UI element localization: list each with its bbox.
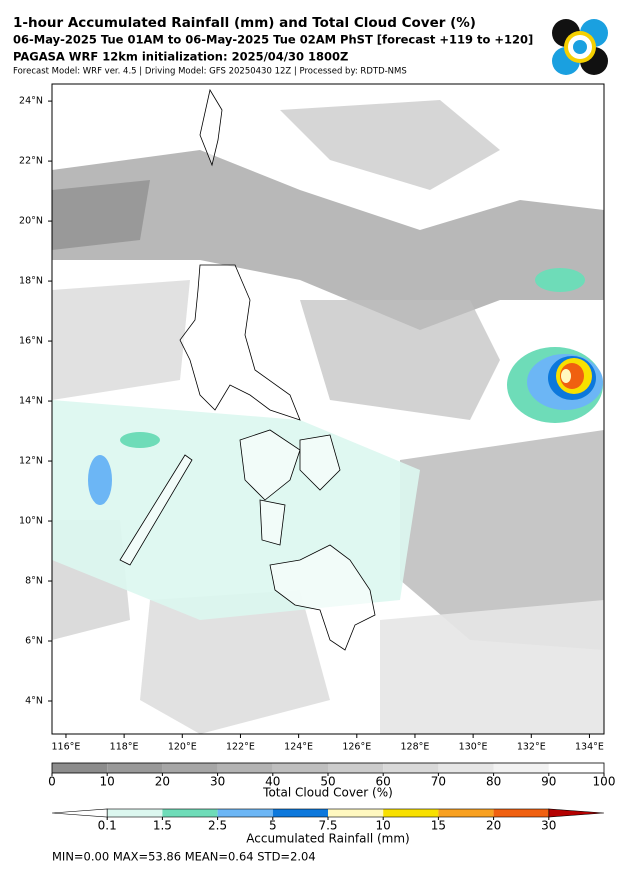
- rain-swatch: [162, 809, 218, 817]
- x-tick-label: 130°E: [459, 742, 488, 753]
- cloud-colorbar: 0 10 20 30 40 50 60 70 80 90 100: [48, 762, 616, 789]
- x-tick-label: 120°E: [168, 742, 197, 753]
- y-tick-label: 12°N: [19, 456, 43, 467]
- x-tick-label: 134°E: [575, 742, 604, 753]
- cloud-swatch: [52, 763, 108, 773]
- x-tick-label: 126°E: [342, 742, 371, 753]
- cloud-tick-label: 100: [593, 775, 616, 789]
- coastlines: [119, 88, 376, 651]
- map: [51, 83, 605, 735]
- cloud-tick-label: 60: [376, 775, 391, 789]
- title: 1-hour Accumulated Rainfall (mm) and Tot…: [13, 15, 476, 31]
- stats: MIN=0.00 MAX=53.86 MEAN=0.64 STD=2.04: [52, 850, 316, 864]
- y-tick-label: 16°N: [19, 336, 43, 347]
- model-line: Forecast Model: WRF ver. 4.5 | Driving M…: [13, 67, 407, 77]
- cloud-tick-label: 50: [320, 775, 335, 789]
- rain-tick-label: 20: [486, 819, 501, 833]
- x-tick-label: 122°E: [226, 742, 255, 753]
- rain-under: [51, 808, 108, 818]
- x-tick-label: 128°E: [401, 742, 430, 753]
- rain-tick-label: 5: [269, 819, 277, 833]
- rain-tick-label: 15: [431, 819, 446, 833]
- cloud-swatch: [272, 763, 328, 773]
- rain-colorbar: 0.1 1.5 2.5 5 7.5 10 15 20 30: [51, 808, 605, 833]
- cloud-swatch: [548, 763, 604, 773]
- cloud-swatch: [162, 763, 218, 773]
- x-tick-label: 132°E: [517, 742, 546, 753]
- y-tick-label: 14°N: [19, 396, 43, 407]
- x-tick-label: 116°E: [52, 742, 81, 753]
- y-tick-label: 20°N: [19, 216, 43, 227]
- y-tick-label: 22°N: [19, 156, 43, 167]
- cloud-tick-label: 90: [541, 775, 556, 789]
- x-tick-label: 124°E: [284, 742, 313, 753]
- cloud-swatch: [107, 763, 163, 773]
- rain-swatch: [272, 809, 328, 817]
- cloud-swatch: [328, 763, 384, 773]
- subtitle: 06-May-2025 Tue 01AM to 06-May-2025 Tue …: [13, 33, 533, 47]
- cloud-tick-label: 40: [265, 775, 280, 789]
- rain-label: Accumulated Rainfall (mm): [246, 832, 409, 846]
- cloud-swatch: [383, 763, 439, 773]
- cloud-field: [52, 100, 604, 734]
- cloud-tick-label: 70: [431, 775, 446, 789]
- cloud-swatch: [217, 763, 273, 773]
- y-tick-label: 4°N: [25, 696, 43, 707]
- rain-tick-label: 7.5: [318, 819, 337, 833]
- x-tick-label: 118°E: [110, 742, 139, 753]
- y-tick-label: 24°N: [19, 96, 43, 107]
- cloud-swatch: [493, 763, 549, 773]
- rain-tick-label: 1.5: [153, 819, 172, 833]
- logo: [552, 19, 608, 75]
- rain-swatch: [493, 809, 549, 817]
- cloud-swatch: [438, 763, 494, 773]
- y-tick-label: 8°N: [25, 576, 43, 587]
- y-tick-label: 6°N: [25, 636, 43, 647]
- cloud-tick-label: 30: [210, 775, 225, 789]
- cloud-tick-label: 0: [48, 775, 56, 789]
- rain-over: [548, 808, 605, 818]
- rain-tick-label: 2.5: [208, 819, 227, 833]
- rain-swatch: [217, 809, 273, 817]
- cloud-label: Total Cloud Cover (%): [262, 786, 393, 800]
- rain-tick-label: 0.1: [98, 819, 117, 833]
- cloud-tick-label: 10: [100, 775, 115, 789]
- rain-swatch: [438, 809, 494, 817]
- rain-swatch: [107, 809, 163, 817]
- y-tick-label: 10°N: [19, 516, 43, 527]
- rain-swatch: [328, 809, 384, 817]
- rain-tick-label: 30: [541, 819, 556, 833]
- init: PAGASA WRF 12km initialization: 2025/04/…: [13, 50, 348, 64]
- rain-tick-label: 10: [376, 819, 391, 833]
- y-tick-label: 18°N: [19, 276, 43, 287]
- cloud-tick-label: 20: [155, 775, 170, 789]
- cloud-tick-label: 80: [486, 775, 501, 789]
- rain-swatch: [383, 809, 439, 817]
